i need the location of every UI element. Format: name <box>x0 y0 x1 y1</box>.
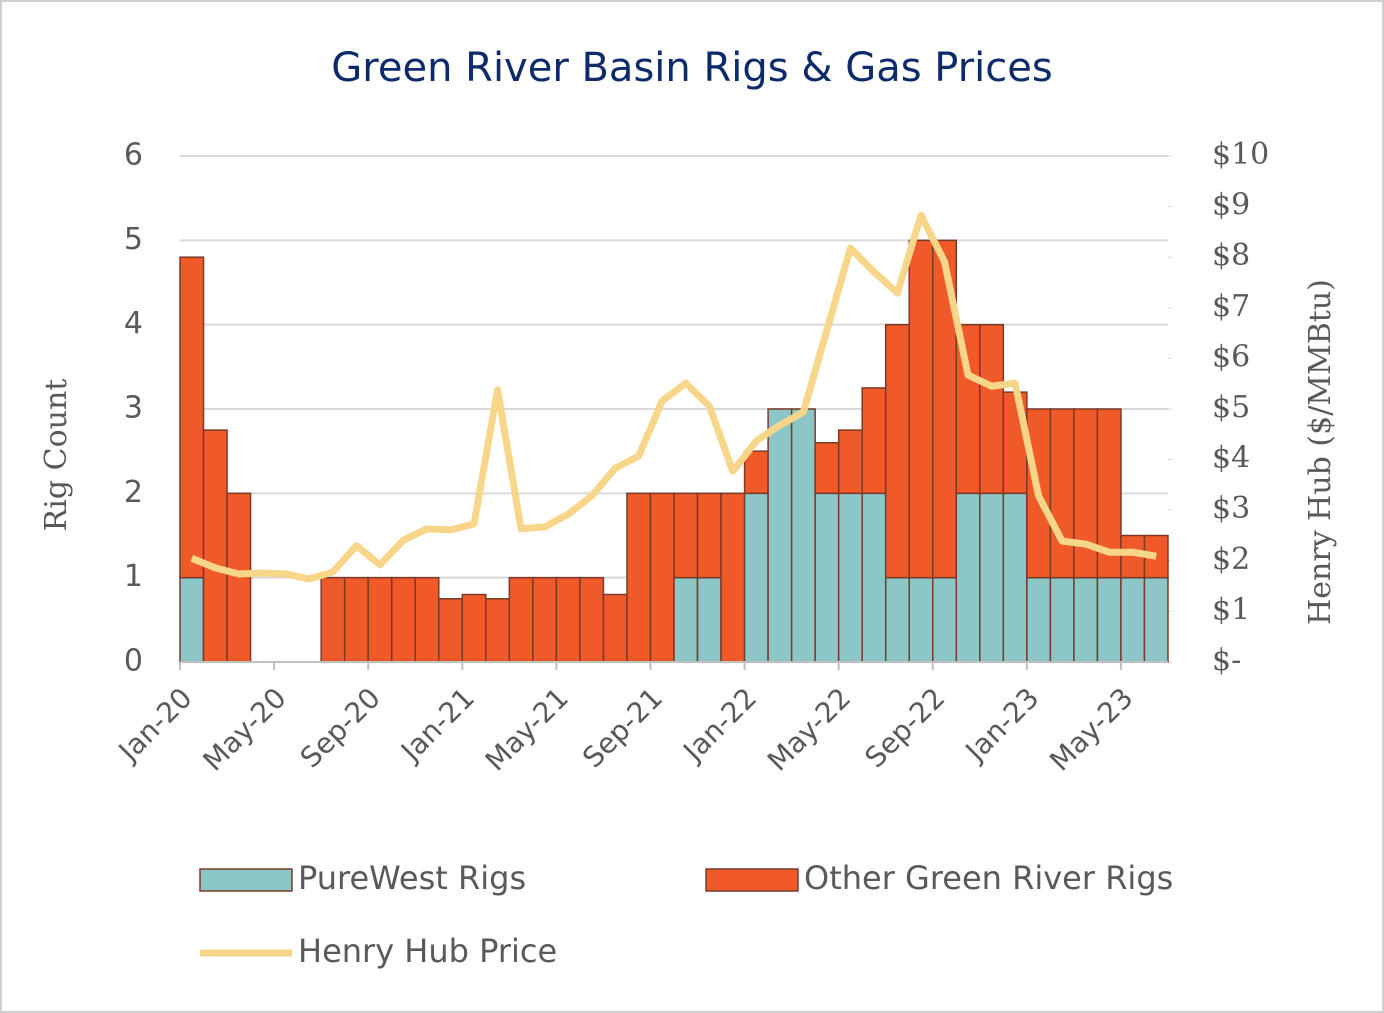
bar <box>861 387 887 495</box>
y2-tick-label: $2 <box>1212 542 1250 577</box>
bar <box>1049 408 1075 579</box>
y2-tick-label: $6 <box>1212 339 1250 374</box>
y-tick-label: 5 <box>124 222 143 257</box>
y2-tick-label: $3 <box>1212 491 1250 526</box>
bar <box>390 576 416 663</box>
bar <box>696 576 722 663</box>
bar <box>673 576 699 663</box>
y-tick-label: 0 <box>124 644 143 679</box>
bar <box>908 239 934 579</box>
bar <box>837 429 863 495</box>
y-tick-label: 3 <box>124 391 143 426</box>
y2-tick-label: $1 <box>1212 592 1250 627</box>
legend-label: Henry Hub Price <box>298 932 557 970</box>
y2-tick-label: $7 <box>1212 289 1250 324</box>
bar <box>1002 492 1028 663</box>
bar <box>602 593 628 663</box>
y-axis-label: Rig Count <box>39 379 74 532</box>
y2-tick-label: $- <box>1212 643 1241 678</box>
bar <box>508 576 534 663</box>
bar <box>884 323 910 579</box>
bar <box>720 492 746 663</box>
bar <box>814 492 840 663</box>
bar <box>438 598 464 663</box>
bar <box>979 323 1005 495</box>
bar <box>814 441 840 495</box>
y2-tick-label: $5 <box>1212 390 1250 425</box>
bar <box>1026 576 1052 663</box>
bar <box>649 492 675 663</box>
bar <box>179 256 205 579</box>
bar <box>696 492 722 579</box>
bar <box>461 593 487 663</box>
legend-label: PureWest Rigs <box>298 859 526 897</box>
line <box>190 211 1157 583</box>
bar <box>908 576 934 663</box>
bar <box>1049 576 1075 663</box>
bar <box>743 492 769 663</box>
bar <box>837 492 863 663</box>
y2-tick-label: $10 <box>1212 137 1269 172</box>
bar <box>767 408 793 663</box>
y-tick-label: 4 <box>124 306 143 341</box>
bar <box>555 576 581 663</box>
bar <box>202 429 228 663</box>
bar <box>414 576 440 663</box>
legend-swatch <box>199 868 293 892</box>
bar <box>955 492 981 663</box>
bar <box>367 576 393 663</box>
bar <box>226 492 252 663</box>
bar <box>861 492 887 663</box>
bar <box>1096 576 1122 663</box>
bar <box>979 492 1005 663</box>
legend-swatch <box>705 868 799 892</box>
y-tick-label: 1 <box>124 559 143 594</box>
bar <box>1143 576 1169 663</box>
bar <box>532 576 558 663</box>
legend-label: Other Green River Rigs <box>804 859 1173 897</box>
bar <box>1073 576 1099 663</box>
bar <box>485 598 511 663</box>
y2-axis-label: Henry Hub ($/MMBtu) <box>1303 279 1338 625</box>
bar <box>743 450 769 495</box>
bar <box>626 492 652 663</box>
y2-tick-label: $9 <box>1212 188 1250 223</box>
bar <box>320 576 346 663</box>
bar <box>1120 576 1146 663</box>
y-tick-label: 6 <box>124 138 143 173</box>
bar <box>1096 408 1122 579</box>
bar <box>343 576 369 663</box>
bar <box>179 576 205 663</box>
y2-tick-label: $4 <box>1212 441 1250 476</box>
bar <box>579 576 605 663</box>
bar <box>673 492 699 579</box>
y-tick-label: 2 <box>124 475 143 510</box>
bar <box>932 576 958 663</box>
bar <box>1073 408 1099 579</box>
y2-tick-label: $8 <box>1212 238 1250 273</box>
bar <box>884 576 910 663</box>
bar <box>790 408 816 663</box>
chart-title: Green River Basin Rigs & Gas Prices <box>331 45 1052 91</box>
